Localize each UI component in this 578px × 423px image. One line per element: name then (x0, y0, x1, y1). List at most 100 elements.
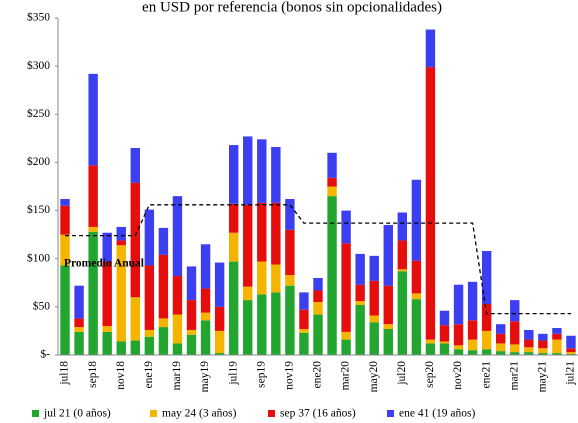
bar-segment (144, 209, 155, 266)
bar-segment (397, 269, 408, 272)
bar-segment (186, 300, 197, 330)
bar-segment (510, 352, 520, 355)
x-tick-label: nov19 (284, 361, 296, 390)
bar-segment (439, 343, 450, 355)
bar-segment (327, 196, 337, 355)
bar-segment (467, 339, 478, 351)
bar-segment (88, 231, 98, 355)
bar-segment (425, 343, 436, 355)
bar-segment (60, 234, 70, 266)
bar-segment (369, 322, 379, 355)
bar-segment (299, 309, 309, 330)
bar-segment (74, 327, 84, 332)
bar-segment (425, 67, 436, 340)
bar-segment (439, 310, 450, 326)
bar-segment (74, 331, 84, 355)
bar-segment (481, 330, 492, 350)
bar-segment (102, 331, 112, 355)
bar-segment (341, 210, 351, 244)
bar-segment (481, 303, 492, 331)
x-tick-label: ene20 (312, 361, 324, 389)
bar-segment (243, 286, 253, 301)
x-tick-label: may21 (537, 361, 549, 393)
bar-segment (566, 335, 576, 349)
bar-segment (257, 202, 267, 262)
legend-swatch (150, 410, 157, 417)
bar-segment (158, 254, 169, 319)
bar-segment (313, 314, 323, 355)
bar-segment (355, 301, 365, 305)
legend-label: sep 37 (16 años) (280, 408, 356, 420)
legend-swatch (32, 410, 39, 417)
bar-segment (341, 243, 351, 332)
bar-segment (74, 285, 84, 319)
bar-segment (397, 240, 408, 270)
bar-segment (116, 226, 126, 241)
bar-segment (496, 333, 506, 344)
x-tick-label: ene21 (480, 361, 492, 389)
bar-segment (60, 205, 70, 235)
bar-segment (524, 347, 534, 353)
bar-segment (102, 326, 112, 332)
x-tick-label: ene19 (143, 361, 155, 389)
x-tick-label: mar21 (508, 361, 520, 391)
average-line (65, 204, 571, 315)
bar-segment (172, 343, 183, 355)
bar-segment (510, 300, 520, 322)
bar-segment (299, 329, 309, 333)
bar-segment (74, 318, 84, 328)
bar-segment (496, 343, 506, 352)
bar-segment (327, 186, 337, 197)
bar-segment (453, 284, 464, 325)
bar-segment (88, 73, 98, 166)
bar-segment (524, 329, 534, 340)
bar-segment (130, 297, 140, 341)
legend-swatch (268, 410, 275, 417)
bar-segment (102, 261, 112, 327)
bar-segment (313, 277, 323, 291)
bar-segment (172, 276, 183, 315)
bar-segment (299, 292, 309, 310)
bar-segment (158, 227, 169, 255)
bar-segment (116, 245, 126, 342)
bar-segment (538, 340, 548, 349)
bar-segment (243, 204, 253, 287)
bar-segment (341, 331, 351, 340)
bar-segment (243, 300, 253, 355)
legend-label: ene 41 (19 años) (399, 408, 475, 420)
bar-segment (496, 324, 506, 334)
bar-segment (130, 340, 140, 355)
bar-segment (425, 339, 436, 344)
x-tick-label: jul21 (565, 361, 577, 386)
x-tick-label: nov20 (452, 361, 464, 390)
bar-segment (538, 333, 548, 341)
legend-swatch (387, 410, 394, 417)
bar-segment (538, 353, 548, 355)
bar-segment (355, 253, 365, 285)
bar-segment (243, 136, 253, 205)
bar-segment (453, 324, 464, 346)
bar-segment (397, 271, 408, 355)
bar-segment (327, 177, 337, 187)
bar-segment (467, 350, 478, 355)
bar-segment (369, 315, 379, 323)
bar-segment (411, 293, 422, 300)
bar-segment (214, 306, 225, 331)
bar-segment (228, 261, 239, 355)
bar-segment (257, 139, 267, 203)
average-label: Promedio Anual (64, 258, 144, 270)
bar-segment (200, 288, 211, 313)
bar-segment (524, 339, 534, 348)
bar-segment (144, 265, 155, 330)
bar-segment (271, 264, 281, 293)
x-tick-label: jul19 (227, 361, 239, 386)
bar-segment (439, 325, 450, 342)
y-tick-label: $200 (27, 155, 50, 168)
bar-segment (369, 255, 379, 281)
bar-segment (88, 165, 98, 227)
bar-segment (411, 179, 422, 261)
bar-segment (116, 341, 126, 355)
bar-segment (228, 145, 239, 204)
bar-segment (467, 281, 478, 321)
